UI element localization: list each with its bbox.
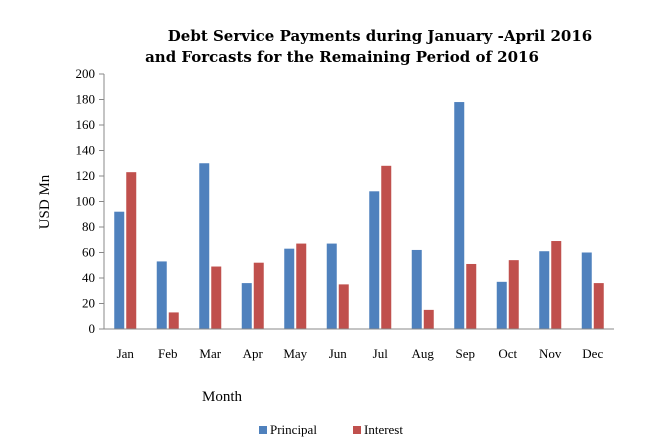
x-tick-label: Aug — [412, 346, 435, 361]
x-tick-label: May — [283, 346, 307, 361]
bar-principal-aug — [411, 249, 422, 329]
y-tick-label: 180 — [76, 92, 96, 107]
bar-principal-feb — [156, 261, 167, 329]
bar-principal-nov — [539, 251, 550, 329]
bar-interest-mar — [211, 266, 222, 329]
y-tick-label: 80 — [82, 219, 95, 234]
y-tick-label: 0 — [89, 321, 96, 336]
bar-interest-jan — [126, 172, 137, 329]
bar-principal-jan — [114, 211, 125, 329]
bar-principal-may — [284, 248, 295, 329]
bar-principal-jul — [369, 191, 380, 329]
bar-interest-sep — [466, 263, 477, 329]
x-tick-label: Jul — [373, 346, 389, 361]
bar-principal-apr — [241, 283, 252, 329]
x-tick-label: Mar — [199, 346, 221, 361]
bar-interest-may — [296, 243, 307, 329]
y-tick-label: 40 — [82, 270, 95, 285]
legend: Principal Interest — [259, 422, 403, 437]
bar-interest-jun — [338, 284, 349, 329]
legend-swatch-principal — [259, 426, 267, 434]
x-tick-label: Sep — [456, 346, 476, 361]
x-axis-title: Month — [202, 389, 243, 405]
bar-interest-oct — [508, 260, 519, 329]
y-tick-label: 20 — [82, 296, 95, 311]
y-axis-title: USD Mn — [37, 174, 53, 229]
x-tick-label: Oct — [498, 346, 517, 361]
bar-principal-dec — [581, 252, 592, 329]
bar-principal-mar — [199, 163, 210, 329]
bar-interest-aug — [423, 309, 434, 329]
y-axis-ticks: 0 20 40 60 80 100 120 140 160 180 200 — [76, 66, 104, 336]
x-tick-label: Feb — [158, 346, 178, 361]
bars — [114, 102, 604, 329]
chart-title: Debt Service Payments during January -Ap… — [145, 27, 592, 66]
y-tick-label: 60 — [82, 245, 95, 260]
bar-interest-feb — [168, 312, 179, 329]
bar-interest-dec — [593, 283, 604, 329]
bar-interest-jul — [381, 165, 392, 329]
y-tick-label: 120 — [76, 168, 96, 183]
bar-interest-nov — [551, 241, 562, 329]
bar-principal-sep — [454, 102, 465, 329]
chart-title-line-1: Debt Service Payments during January -Ap… — [168, 27, 592, 45]
bar-principal-jun — [326, 243, 337, 329]
axes — [103, 74, 614, 330]
x-tick-label: Apr — [243, 346, 264, 361]
y-tick-label: 200 — [76, 66, 96, 81]
legend-label-principal: Principal — [270, 422, 317, 437]
x-tick-label: Nov — [539, 346, 562, 361]
x-tick-label: Jan — [117, 346, 135, 361]
legend-swatch-interest — [353, 426, 361, 434]
bar-principal-oct — [496, 281, 507, 329]
x-tick-label: Jun — [329, 346, 348, 361]
x-tick-label: Dec — [582, 346, 603, 361]
y-tick-label: 100 — [76, 194, 96, 209]
x-axis-ticks: Jan Feb Mar Apr May Jun Jul Aug Sep Oct Nov Dec — [117, 346, 604, 361]
y-tick-label: 140 — [76, 143, 96, 158]
bar-interest-apr — [253, 262, 264, 329]
legend-label-interest: Interest — [364, 422, 403, 437]
chart-title-line-2: and Forcasts for the Remaining Period of… — [145, 48, 539, 66]
y-tick-label: 160 — [76, 117, 96, 132]
